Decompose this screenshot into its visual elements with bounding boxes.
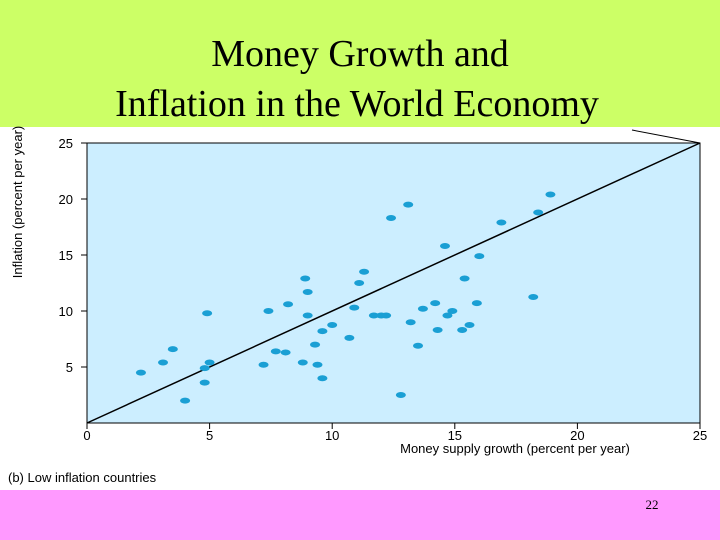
x-tick-label: 25 — [693, 428, 707, 443]
point — [270, 348, 281, 355]
x-tick-label: 5 — [206, 428, 213, 443]
point — [180, 397, 191, 404]
point — [528, 294, 539, 300]
point — [202, 310, 213, 317]
point — [381, 312, 392, 319]
point — [327, 322, 338, 328]
point — [317, 375, 328, 382]
point — [199, 379, 210, 386]
point — [317, 328, 328, 335]
point — [464, 322, 475, 328]
point — [405, 319, 416, 326]
y-tick-label: 10 — [59, 304, 73, 319]
subtitle: (b) Low inflation countries — [8, 470, 157, 485]
y-tick-label: 5 — [66, 360, 73, 375]
point — [442, 312, 453, 319]
point — [474, 253, 485, 260]
point — [368, 312, 379, 319]
page-number: 22 — [646, 497, 659, 512]
point — [135, 369, 146, 376]
point — [447, 308, 458, 314]
point — [297, 359, 308, 366]
y-axis-label: Inflation (percent per year) — [10, 126, 25, 278]
title-line: Inflation in the World Economy — [115, 83, 599, 125]
point — [417, 305, 428, 312]
x-tick-label: 20 — [570, 428, 584, 443]
leader-line — [631, 129, 701, 144]
point — [310, 341, 321, 348]
point — [344, 334, 355, 341]
point — [457, 327, 468, 334]
point — [403, 201, 414, 208]
point — [533, 209, 544, 216]
point — [204, 359, 215, 366]
point — [459, 275, 470, 282]
point — [439, 243, 450, 250]
point — [430, 300, 441, 307]
y-tick-label: 25 — [59, 136, 73, 151]
title-line: Money Growth and — [211, 33, 509, 75]
point — [258, 361, 269, 368]
point — [432, 327, 443, 334]
title-band — [0, 0, 720, 127]
point — [302, 288, 313, 295]
point — [312, 361, 323, 368]
point — [199, 365, 210, 372]
point — [300, 275, 311, 282]
point — [359, 268, 370, 275]
x-tick-label: 0 — [83, 428, 90, 443]
y-tick-label: 15 — [59, 248, 73, 263]
point — [263, 308, 274, 314]
point — [167, 346, 178, 353]
x-tick-label: 10 — [325, 428, 339, 443]
x-axis-label: Money supply growth (percent per year) — [400, 441, 630, 456]
reference-line — [86, 142, 701, 424]
point — [545, 191, 556, 198]
x-tick-label: 15 — [448, 428, 462, 443]
point — [302, 312, 313, 319]
point — [471, 300, 482, 307]
point — [158, 359, 169, 366]
point — [349, 304, 360, 311]
point — [413, 342, 424, 349]
point — [395, 392, 406, 398]
point — [496, 219, 507, 226]
point — [386, 215, 397, 222]
point — [354, 280, 365, 286]
y-tick-label: 20 — [59, 192, 73, 207]
footer-band — [0, 490, 720, 540]
point — [280, 349, 291, 356]
point — [283, 301, 294, 308]
